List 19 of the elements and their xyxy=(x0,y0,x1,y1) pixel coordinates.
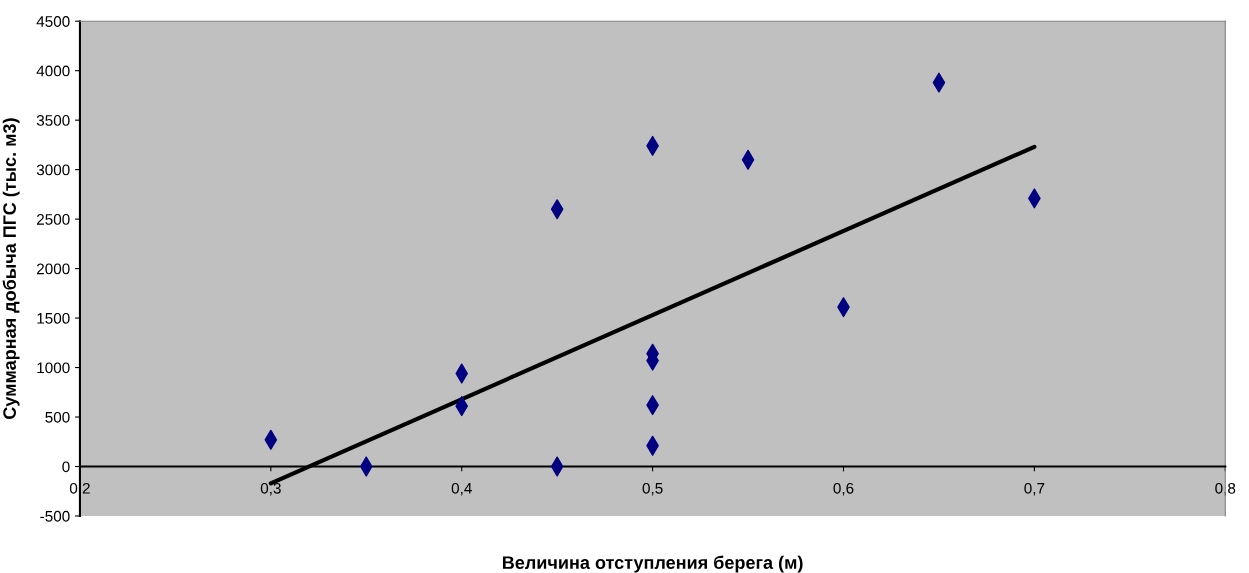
y-tick-label: 0 xyxy=(62,461,70,473)
y-tick-label: 1500 xyxy=(37,312,70,324)
x-tick-label: 0,8 xyxy=(1215,482,1236,496)
y-tick-label: 3000 xyxy=(36,164,70,176)
x-tick-label: 0,7 xyxy=(1024,482,1045,496)
y-tick-label: 2000 xyxy=(37,263,70,275)
x-axis-title: Величина отступления берега (м) xyxy=(502,555,803,573)
x-tick-label: 0,4 xyxy=(451,482,472,496)
y-axis-title: Суммарная добыча ПГС (тыс. м3) xyxy=(2,118,20,419)
y-tick-label: 2500 xyxy=(37,213,70,225)
y-tick-label: -500 xyxy=(40,510,70,522)
x-tick-label: 0,5 xyxy=(642,482,663,496)
y-tick-label: 4000 xyxy=(36,65,70,77)
y-tick-label: 4500 xyxy=(36,16,70,27)
y-tick-label: 500 xyxy=(45,411,70,423)
y-tick-label: 3500 xyxy=(36,115,70,126)
y-tick-label: 1000 xyxy=(37,362,70,374)
x-tick-label: 0,6 xyxy=(833,482,854,496)
x-tick-label: 0,3 xyxy=(260,482,281,496)
